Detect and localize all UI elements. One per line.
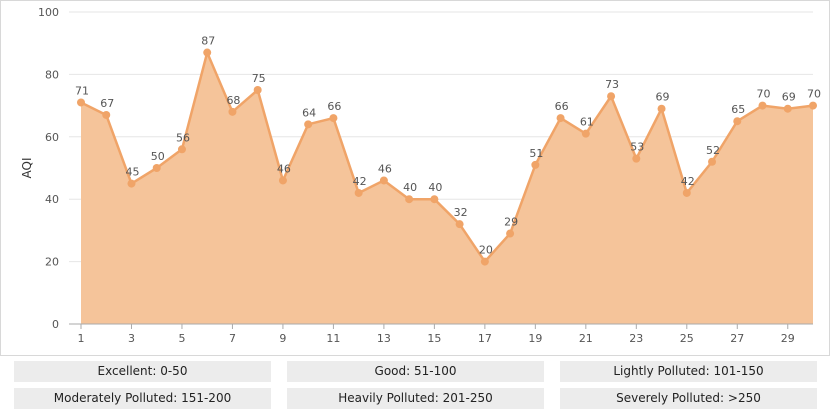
x-tick-label-29: 29 xyxy=(781,332,795,345)
legend-severely-polluted: Severely Polluted: >250 xyxy=(560,388,817,409)
x-tick-label-3: 3 xyxy=(128,332,135,345)
data-point-5 xyxy=(177,145,186,154)
data-labels: 71 67 45 50 56 87 68 75 46 64 66 42 46 40 40 32 20 29 51 66… xyxy=(75,35,821,257)
x-tick-label-5: 5 xyxy=(178,332,185,345)
data-label-10: 64 xyxy=(302,106,316,119)
data-point-23 xyxy=(632,154,641,163)
data-point-15 xyxy=(430,195,439,204)
y-tick-label-80: 80 xyxy=(45,68,59,81)
x-tick-label-21: 21 xyxy=(579,332,593,345)
legend-good: Good: 51-100 xyxy=(287,361,544,382)
data-label-7: 68 xyxy=(226,94,240,107)
data-point-18 xyxy=(506,229,515,238)
data-point-21 xyxy=(581,129,590,138)
data-label-2: 67 xyxy=(100,97,114,110)
data-label-22: 73 xyxy=(605,78,619,91)
x-tick-label-13: 13 xyxy=(377,332,391,345)
data-point-13 xyxy=(379,176,388,185)
chart-frame: 0 20 40 60 80 100 1 3 5 7 9 11 13 15 17 19 21 23 25 27 29 71… xyxy=(0,0,830,356)
data-point-29 xyxy=(783,104,792,113)
data-point-11 xyxy=(329,114,338,123)
x-tick-label-9: 9 xyxy=(279,332,286,345)
data-label-28: 70 xyxy=(757,88,771,101)
data-point-9 xyxy=(278,176,287,185)
data-point-3 xyxy=(127,179,136,188)
data-label-30: 70 xyxy=(807,88,821,101)
data-point-24 xyxy=(657,104,666,113)
data-label-8: 75 xyxy=(252,72,266,85)
data-label-5: 56 xyxy=(176,131,190,144)
y-tick-label-100: 100 xyxy=(38,6,59,19)
x-tick-label-15: 15 xyxy=(427,332,441,345)
series-line xyxy=(80,51,814,263)
data-label-20: 66 xyxy=(555,100,569,113)
data-label-25: 42 xyxy=(681,175,695,188)
data-point-2 xyxy=(102,110,111,119)
data-label-9: 46 xyxy=(277,162,291,175)
data-label-18: 29 xyxy=(504,216,518,229)
data-point-1 xyxy=(77,98,85,107)
area-polygon xyxy=(81,52,813,325)
data-point-12 xyxy=(354,188,363,197)
data-label-24: 69 xyxy=(656,91,670,104)
data-label-26: 52 xyxy=(706,144,720,157)
data-markers xyxy=(77,48,817,266)
data-label-3: 45 xyxy=(125,166,139,179)
x-tick-label-17: 17 xyxy=(478,332,492,345)
data-point-25 xyxy=(682,188,691,197)
data-point-27 xyxy=(733,117,742,126)
data-point-14 xyxy=(405,195,414,204)
data-point-28 xyxy=(758,101,767,110)
legend-excellent: Excellent: 0-50 xyxy=(14,361,271,382)
x-tick-label-23: 23 xyxy=(629,332,643,345)
y-tick-label-0: 0 xyxy=(52,318,59,331)
data-point-7 xyxy=(228,107,237,116)
aqi-legend: Excellent: 0-50 Good: 51-100 Lightly Pol… xyxy=(14,361,818,410)
data-label-11: 66 xyxy=(327,100,341,113)
data-label-15: 40 xyxy=(428,181,442,194)
x-tick-label-19: 19 xyxy=(528,332,542,345)
data-point-20 xyxy=(556,114,565,123)
data-point-22 xyxy=(607,92,616,101)
x-tick-label-27: 27 xyxy=(730,332,744,345)
y-axis-label: AQI xyxy=(20,158,34,179)
data-point-8 xyxy=(253,86,262,94)
data-label-23: 53 xyxy=(630,141,644,154)
data-label-4: 50 xyxy=(151,150,165,163)
y-tick-label-20: 20 xyxy=(45,256,59,269)
data-point-16 xyxy=(455,220,464,229)
data-point-26 xyxy=(708,157,717,166)
data-label-16: 32 xyxy=(454,206,468,219)
y-tick-label-60: 60 xyxy=(45,131,59,144)
legend-heavily-polluted: Heavily Polluted: 201-250 xyxy=(287,388,544,409)
x-tick-label-11: 11 xyxy=(326,332,340,345)
data-label-14: 40 xyxy=(403,181,417,194)
x-tick-label-1: 1 xyxy=(78,332,85,345)
x-tick-label-7: 7 xyxy=(229,332,236,345)
y-tick-label-40: 40 xyxy=(45,193,59,206)
legend-lightly-polluted: Lightly Polluted: 101-150 xyxy=(560,361,817,382)
data-point-6 xyxy=(203,48,212,57)
data-point-10 xyxy=(304,120,313,129)
data-label-17: 20 xyxy=(479,244,493,257)
data-point-19 xyxy=(531,160,540,169)
area-fill xyxy=(80,51,814,325)
data-label-27: 65 xyxy=(731,103,745,116)
data-label-29: 69 xyxy=(782,91,796,104)
data-label-1: 71 xyxy=(75,84,89,97)
data-label-13: 46 xyxy=(378,162,392,175)
data-label-21: 61 xyxy=(580,116,594,129)
data-point-4 xyxy=(152,164,161,172)
data-label-19: 51 xyxy=(529,147,543,160)
legend-moderately-polluted: Moderately Polluted: 151-200 xyxy=(14,388,271,409)
data-point-30 xyxy=(809,101,817,110)
data-label-12: 42 xyxy=(353,175,367,188)
data-label-6: 87 xyxy=(201,35,215,48)
x-tick-label-25: 25 xyxy=(680,332,694,345)
data-point-17 xyxy=(480,257,489,266)
